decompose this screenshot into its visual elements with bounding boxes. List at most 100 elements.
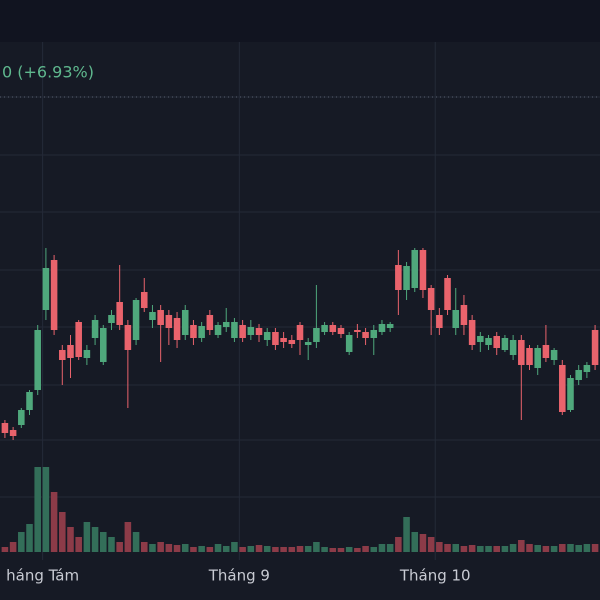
candle-body xyxy=(337,328,345,334)
volume-bar xyxy=(1,547,9,552)
candle-body xyxy=(263,332,271,340)
volume-bar xyxy=(42,467,50,552)
volume-bar xyxy=(362,546,369,552)
volume-bar xyxy=(403,517,410,552)
candle-body xyxy=(272,332,279,345)
candle-body xyxy=(214,325,222,335)
volume-bar xyxy=(329,548,337,552)
candle-body xyxy=(591,330,599,365)
volume-bar xyxy=(288,547,296,552)
volume-bar xyxy=(9,542,17,552)
volume-bar xyxy=(501,546,509,552)
volume-bar xyxy=(157,542,164,552)
candle-body xyxy=(550,350,558,360)
candle-body xyxy=(173,318,181,340)
candle-body xyxy=(198,326,205,338)
volume-bar xyxy=(100,532,107,552)
candle-body xyxy=(403,266,410,290)
volume-bar xyxy=(132,532,140,552)
volume-bar xyxy=(550,546,558,552)
volume-bar xyxy=(91,527,99,552)
volume-bar xyxy=(296,546,304,552)
volume-bar xyxy=(526,544,533,552)
candle-body xyxy=(231,322,238,338)
volume-bar xyxy=(173,545,181,552)
candle-body xyxy=(296,325,304,340)
volume-bar xyxy=(263,546,271,552)
candle-body xyxy=(345,335,353,352)
candle-body xyxy=(124,325,132,350)
candle-body xyxy=(509,340,517,355)
candle-body xyxy=(181,310,189,335)
candle-body xyxy=(526,348,533,365)
candle-body xyxy=(83,350,91,358)
volume-bar xyxy=(83,522,91,552)
candle-body xyxy=(9,430,17,436)
volume-bar xyxy=(345,547,353,552)
candle-body xyxy=(477,336,484,342)
volume-bar xyxy=(140,542,148,552)
candle-body xyxy=(280,338,287,342)
volume-bar xyxy=(534,545,541,552)
candle-body xyxy=(411,250,419,288)
top-bar xyxy=(0,0,600,42)
volume-bar xyxy=(116,542,123,552)
candles xyxy=(1,248,599,440)
volume-bar xyxy=(59,512,66,552)
volume-bar xyxy=(214,544,222,552)
candle-body xyxy=(313,328,320,342)
candle-body xyxy=(378,324,386,332)
candle-body xyxy=(427,288,435,310)
candle-body xyxy=(534,348,541,368)
volume-bar xyxy=(239,547,246,552)
volume-bar xyxy=(477,546,484,552)
candle-body xyxy=(493,336,500,348)
volume-bar xyxy=(509,544,517,552)
candle-body xyxy=(239,325,246,338)
candle-body xyxy=(42,268,50,310)
volume-bar xyxy=(452,544,460,552)
volume-bar xyxy=(18,532,25,552)
volume-bar xyxy=(559,544,566,552)
candle-body xyxy=(419,250,427,290)
x-tick-label: háng Tám xyxy=(6,567,79,585)
candle-body xyxy=(452,310,460,328)
volume-bar xyxy=(567,544,574,552)
volume-bar xyxy=(67,527,74,552)
candle-body xyxy=(222,322,230,327)
volume-bar xyxy=(181,544,189,552)
candle-body xyxy=(386,324,394,328)
volume-bar xyxy=(124,522,132,552)
candle-body xyxy=(329,325,337,332)
candle-body xyxy=(67,345,74,358)
candle-body xyxy=(518,340,525,365)
x-tick-label: Tháng 9 xyxy=(208,567,270,585)
candle-body xyxy=(304,342,312,345)
candle-body xyxy=(132,300,140,340)
volume-bar xyxy=(313,542,320,552)
volume-bar xyxy=(575,545,582,552)
volume-bar xyxy=(370,547,378,552)
volume-pane xyxy=(1,467,599,552)
candle-body xyxy=(395,265,402,290)
candle-body xyxy=(190,325,197,338)
volume-bar xyxy=(304,546,312,552)
candle-body xyxy=(436,315,443,328)
candle-body xyxy=(149,312,156,320)
volume-bar xyxy=(436,542,443,552)
volume-bar xyxy=(395,537,402,552)
volume-bar xyxy=(493,546,500,552)
volume-bar xyxy=(583,544,591,552)
volume-bar xyxy=(222,546,230,552)
candle-body xyxy=(75,322,82,357)
volume-bar xyxy=(75,537,82,552)
candle-body xyxy=(116,302,123,325)
volume-bar xyxy=(50,492,58,552)
volume-bar xyxy=(354,548,361,552)
volume-bar xyxy=(321,547,328,552)
volume-bar xyxy=(26,524,33,552)
volume-bar xyxy=(337,548,345,552)
candle-body xyxy=(108,315,115,323)
